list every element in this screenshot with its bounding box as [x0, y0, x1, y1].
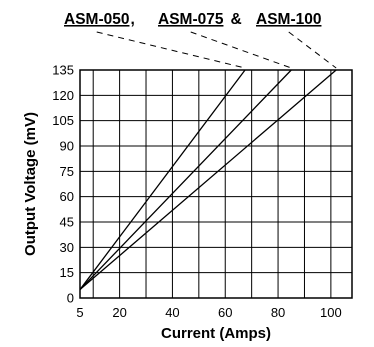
y-tick-label: 60: [60, 189, 74, 204]
y-tick-label: 135: [52, 63, 74, 78]
x-tick-label: 40: [165, 305, 179, 320]
series-line-2: [79, 69, 292, 291]
x-tick-label: 80: [271, 305, 285, 320]
legend-leader-1: [96, 31, 246, 69]
series-lines: [79, 69, 337, 291]
x-tick-label: 100: [320, 305, 342, 320]
x-tick-label: 5: [76, 305, 83, 320]
x-tick-label: 60: [218, 305, 232, 320]
y-tick-label: 0: [67, 291, 74, 306]
legend-separator: ,: [130, 11, 134, 28]
y-tick-label: 105: [52, 113, 74, 128]
x-tick-labels: 5 20 40 60 80 100: [76, 305, 341, 320]
legend-separator: &: [230, 11, 241, 28]
grid: [80, 69, 352, 298]
y-tick-label: 90: [60, 139, 74, 154]
legend-label-2: ASM-075: [158, 11, 224, 28]
legend-label-3: ASM-100: [256, 11, 321, 28]
y-axis-title: Output Voltage (mV): [22, 112, 39, 256]
x-axis-title: Current (Amps): [161, 325, 271, 342]
y-tick-label: 75: [60, 164, 74, 179]
y-tick-label: 120: [52, 88, 74, 103]
y-tick-label: 15: [60, 265, 74, 280]
legend: ASM-050, ASM-075 & ASM-100: [64, 11, 321, 28]
plot-frame: [79, 69, 353, 299]
y-tick-label: 30: [60, 240, 74, 255]
legend-leader-lines: [96, 31, 337, 69]
series-line-1: [79, 69, 246, 290]
y-tick-labels: 0 15 30 45 60 75 90 105 120 135: [52, 63, 74, 306]
legend-label-1: ASM-050: [64, 11, 129, 28]
y-tick-label: 45: [60, 215, 74, 230]
legend-leader-3: [288, 31, 337, 69]
series-line-3: [79, 69, 337, 291]
legend-leader-2: [190, 31, 292, 69]
x-tick-label: 20: [112, 305, 126, 320]
